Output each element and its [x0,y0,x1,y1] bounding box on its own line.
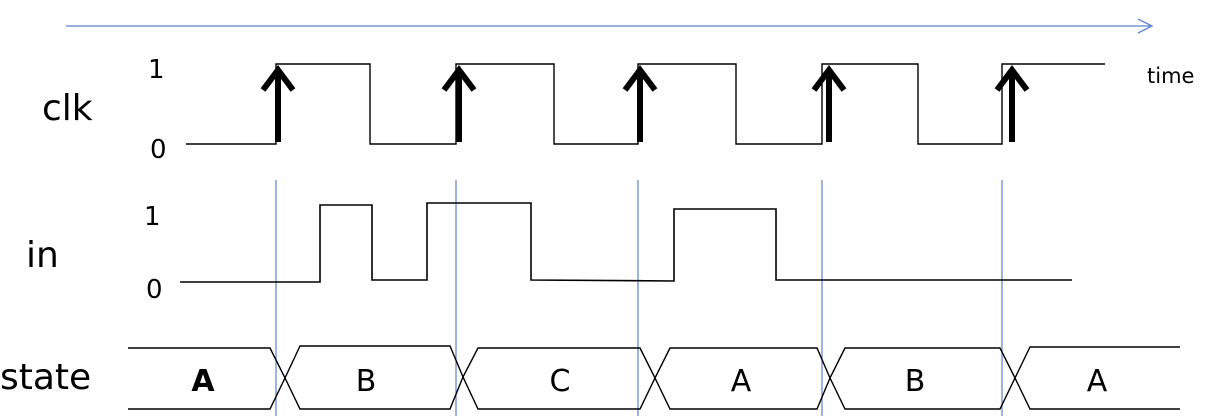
state-bus-outline [128,345,1180,410]
time-axis: time [66,18,1194,88]
clk-signal: clk 1 0 [42,55,1105,165]
state-value-label: A [191,364,215,399]
in-high-label: 1 [144,202,161,232]
rising-edge-arrow-icon [622,65,658,142]
in-waveform [180,202,1072,283]
rising-edge-arrow-icon [811,65,847,142]
time-axis-arrowhead-icon [1137,18,1154,34]
in-low-label: 0 [146,275,163,305]
state-signal: state A B C A B A [0,345,1180,410]
clk-low-label: 0 [150,135,167,165]
in-signal-name: in [26,235,59,276]
state-value-label: A [1087,364,1108,399]
time-label: time [1147,64,1194,88]
state-signal-name: state [0,357,91,398]
clk-high-label: 1 [148,55,165,85]
state-value-label: B [905,364,926,399]
clk-signal-name: clk [42,88,93,129]
rising-edge-arrow-icon [441,65,477,142]
edge-guides [275,180,1003,416]
state-value-label: A [731,364,752,399]
in-signal: in 1 0 [26,202,1072,305]
rising-edge-arrow-icon [994,65,1030,142]
rising-edge-arrow-icon [260,65,296,142]
state-value-label: C [550,364,571,399]
state-value-label: B [356,364,377,399]
